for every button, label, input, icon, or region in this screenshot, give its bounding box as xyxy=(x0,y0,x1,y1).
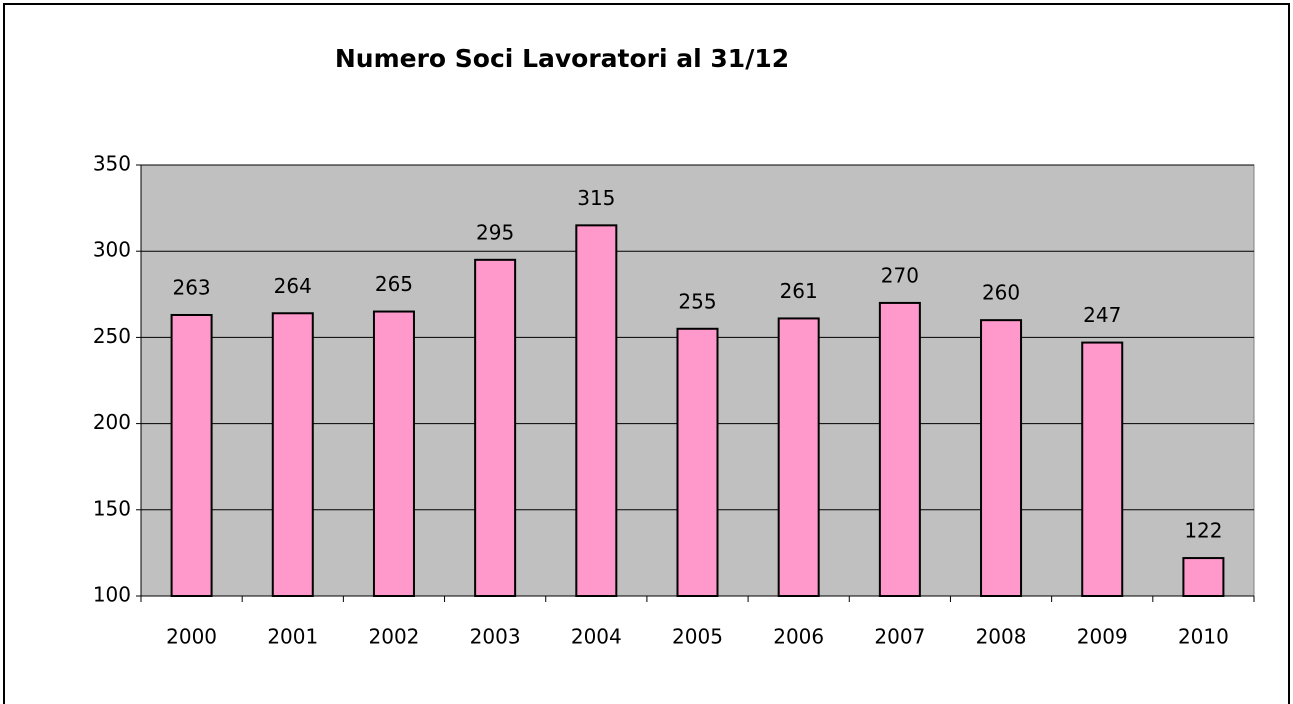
bar xyxy=(676,327,719,597)
x-tick-label: 2005 xyxy=(672,625,723,649)
x-tick-label: 2000 xyxy=(166,625,217,649)
value-label: 295 xyxy=(476,220,514,244)
value-label: 270 xyxy=(881,263,919,287)
x-tick-label: 2006 xyxy=(773,625,824,649)
value-label: 265 xyxy=(375,272,413,296)
bar xyxy=(980,319,1023,597)
value-label: 247 xyxy=(1083,303,1121,327)
x-tick-label: 2002 xyxy=(369,625,420,649)
x-tick-label: 2001 xyxy=(267,625,318,649)
y-tick-label: 100 xyxy=(93,583,131,607)
y-tick-label: 350 xyxy=(93,152,131,176)
x-tick-label: 2009 xyxy=(1077,625,1128,649)
bar xyxy=(777,317,820,597)
bar xyxy=(878,301,921,597)
bar xyxy=(575,224,618,597)
value-label: 261 xyxy=(780,279,818,303)
bar xyxy=(474,258,517,597)
bar xyxy=(372,310,415,597)
bar xyxy=(1081,341,1124,597)
bar xyxy=(271,312,314,597)
bar xyxy=(1182,557,1225,598)
value-label: 255 xyxy=(678,289,716,313)
value-label: 264 xyxy=(274,274,312,298)
x-tick-label: 2010 xyxy=(1178,625,1229,649)
x-tick-label: 2003 xyxy=(470,625,521,649)
chart-title: Numero Soci Lavoratori al 31/12 xyxy=(335,44,789,73)
x-tick-label: 2008 xyxy=(976,625,1027,649)
bar xyxy=(170,313,213,597)
x-tick-label: 2007 xyxy=(874,625,925,649)
value-label: 315 xyxy=(577,186,615,210)
value-label: 263 xyxy=(172,275,210,299)
y-tick-label: 300 xyxy=(93,238,131,262)
value-label: 260 xyxy=(982,281,1020,305)
y-tick-label: 200 xyxy=(93,410,131,434)
value-label: 122 xyxy=(1184,519,1222,543)
x-tick-label: 2004 xyxy=(571,625,622,649)
y-tick-label: 150 xyxy=(93,496,131,520)
y-tick-label: 250 xyxy=(93,324,131,348)
